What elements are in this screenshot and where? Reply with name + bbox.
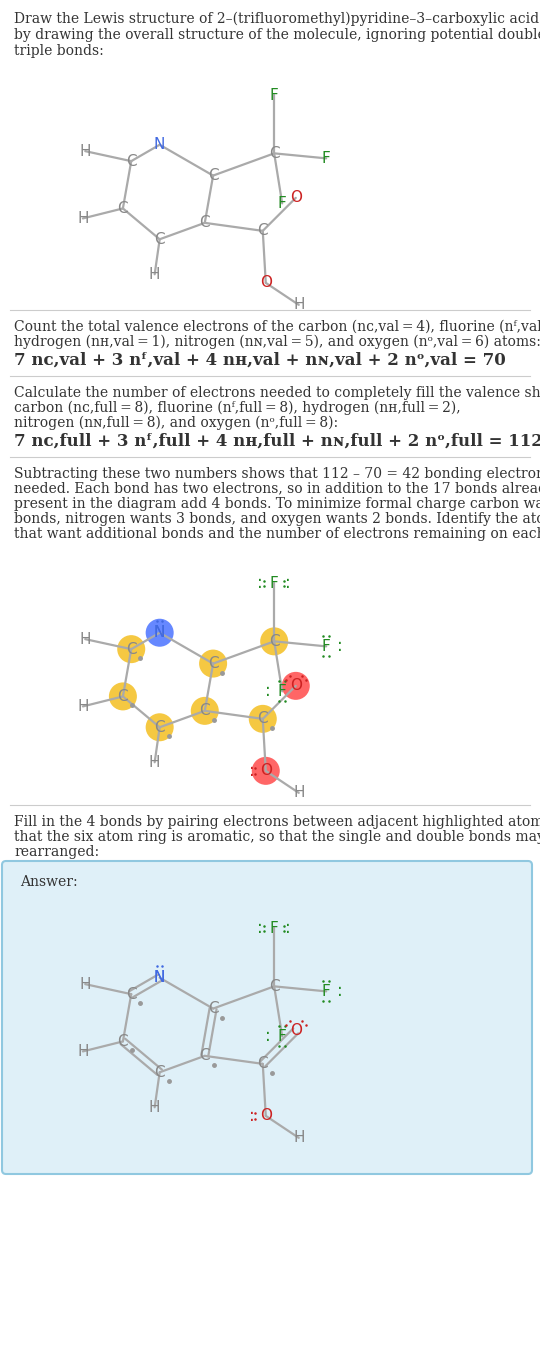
Text: :: : (285, 574, 291, 593)
Text: F: F (270, 576, 279, 591)
Text: C: C (269, 634, 280, 649)
Text: F: F (322, 984, 330, 999)
Text: nitrogen (nɴ,full = 8), and oxygen (nᵒ,full = 8):: nitrogen (nɴ,full = 8), and oxygen (nᵒ,f… (14, 416, 338, 431)
Text: F: F (278, 196, 287, 211)
Text: :: : (258, 574, 263, 593)
Text: H: H (77, 1044, 89, 1058)
Text: H: H (79, 976, 91, 992)
Text: C: C (154, 720, 165, 734)
Text: C: C (258, 223, 268, 239)
Text: C: C (208, 1002, 218, 1017)
Text: :: : (285, 919, 291, 937)
Text: N: N (154, 625, 165, 640)
Text: H: H (79, 143, 91, 159)
Text: that the six atom ring is aromatic, so that the single and double bonds may be: that the six atom ring is aromatic, so t… (14, 830, 540, 844)
Circle shape (199, 649, 227, 678)
Text: bonds, nitrogen wants 3 bonds, and oxygen wants 2 bonds. Identify the atoms: bonds, nitrogen wants 3 bonds, and oxyge… (14, 512, 540, 526)
Text: triple bonds:: triple bonds: (14, 45, 104, 58)
Text: C: C (199, 703, 210, 718)
Text: C: C (208, 169, 218, 184)
Text: C: C (258, 711, 268, 726)
Circle shape (249, 705, 277, 733)
Text: H: H (149, 755, 160, 770)
Text: C: C (269, 979, 280, 994)
Text: N: N (154, 971, 165, 986)
Text: C: C (118, 688, 128, 703)
Text: by drawing the overall structure of the molecule, ignoring potential double and: by drawing the overall structure of the … (14, 28, 540, 42)
Text: 7 nᴄ,full + 3 nᶠ,full + 4 nʜ,full + nɴ,full + 2 nᵒ,full = 112: 7 nᴄ,full + 3 nᶠ,full + 4 nʜ,full + nɴ,f… (14, 433, 540, 450)
Text: H: H (77, 211, 89, 225)
Text: C: C (199, 216, 210, 231)
Text: H: H (293, 786, 305, 801)
Text: F: F (278, 1029, 287, 1044)
Text: Draw the Lewis structure of 2–(trifluoromethyl)pyridine–3–carboxylic acid. Start: Draw the Lewis structure of 2–(trifluoro… (14, 12, 540, 27)
Text: 7 nᴄ,val + 3 nᶠ,val + 4 nʜ,val + nɴ,val + 2 nᵒ,val = 70: 7 nᴄ,val + 3 nᶠ,val + 4 nʜ,val + nɴ,val … (14, 352, 506, 369)
Text: O: O (260, 1108, 272, 1123)
Text: F: F (322, 639, 330, 653)
Text: hydrogen (nʜ,val = 1), nitrogen (nɴ,val = 5), and oxygen (nᵒ,val = 6) atoms:: hydrogen (nʜ,val = 1), nitrogen (nɴ,val … (14, 335, 540, 350)
Text: H: H (149, 1100, 160, 1115)
Circle shape (146, 618, 174, 647)
Text: H: H (293, 1130, 305, 1145)
FancyBboxPatch shape (2, 861, 532, 1174)
Text: C: C (154, 1065, 165, 1080)
Text: C: C (118, 201, 128, 216)
Text: :: : (337, 637, 343, 655)
Text: C: C (126, 641, 137, 656)
Text: Fill in the 4 bonds by pairing electrons between adjacent highlighted atoms. Not: Fill in the 4 bonds by pairing electrons… (14, 815, 540, 829)
Text: :: : (249, 761, 255, 780)
Text: Count the total valence electrons of the carbon (nᴄ,val = 4), fluorine (nᶠ,val =: Count the total valence electrons of the… (14, 320, 540, 333)
Text: O: O (260, 763, 272, 779)
Text: Subtracting these two numbers shows that 112 – 70 = 42 bonding electrons are: Subtracting these two numbers shows that… (14, 467, 540, 481)
Circle shape (252, 757, 280, 784)
Text: Answer:: Answer: (20, 875, 78, 890)
Text: C: C (126, 987, 137, 1002)
Text: rearranged:: rearranged: (14, 845, 99, 859)
Text: :: : (266, 1027, 271, 1045)
Text: C: C (126, 154, 137, 169)
Text: N: N (154, 625, 165, 640)
Text: H: H (149, 267, 160, 282)
Circle shape (117, 634, 145, 663)
Text: carbon (nᴄ,full = 8), fluorine (nᶠ,full = 8), hydrogen (nʜ,full = 2),: carbon (nᴄ,full = 8), fluorine (nᶠ,full … (14, 401, 461, 416)
Text: :: : (266, 682, 271, 701)
Text: O: O (290, 1023, 302, 1038)
Text: C: C (208, 656, 218, 671)
Text: :: : (249, 1107, 255, 1125)
Text: H: H (79, 632, 91, 647)
Text: that want additional bonds and the number of electrons remaining on each atom:: that want additional bonds and the numbe… (14, 526, 540, 541)
Text: F: F (270, 88, 279, 103)
Circle shape (109, 682, 137, 710)
Text: Calculate the number of electrons needed to completely fill the valence shells f: Calculate the number of electrons needed… (14, 386, 540, 400)
Text: C: C (154, 232, 165, 247)
Text: N: N (154, 138, 165, 153)
Text: F: F (322, 151, 330, 166)
Text: O: O (290, 190, 302, 205)
Circle shape (191, 697, 219, 725)
Text: C: C (269, 146, 280, 161)
Text: F: F (270, 921, 279, 936)
Text: needed. Each bond has two electrons, so in addition to the 17 bonds already: needed. Each bond has two electrons, so … (14, 482, 540, 495)
Text: C: C (258, 1056, 268, 1072)
Circle shape (282, 672, 310, 699)
Circle shape (260, 628, 288, 655)
Text: F: F (278, 684, 287, 699)
Text: C: C (118, 1034, 128, 1049)
Text: present in the diagram add 4 bonds. To minimize formal charge carbon wants 4: present in the diagram add 4 bonds. To m… (14, 497, 540, 512)
Text: O: O (260, 275, 272, 290)
Text: H: H (293, 297, 305, 312)
Text: N: N (154, 971, 165, 986)
Text: C: C (199, 1049, 210, 1064)
Text: :: : (337, 983, 343, 1000)
Text: O: O (290, 678, 302, 694)
Circle shape (146, 713, 174, 741)
Text: :: : (258, 919, 263, 937)
Text: H: H (77, 699, 89, 714)
